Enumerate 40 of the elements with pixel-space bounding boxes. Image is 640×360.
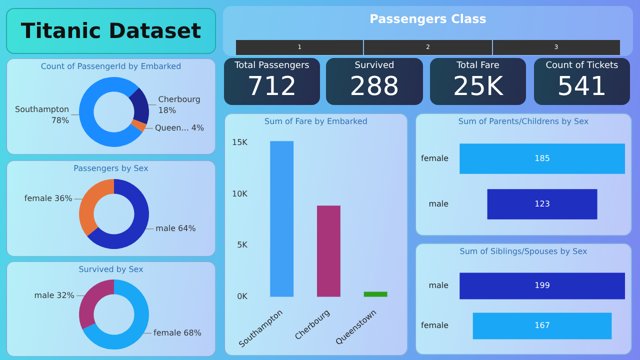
slice-label: male 64% [156, 224, 196, 233]
data-label: 123 [534, 199, 550, 208]
y-tick-label: 10K [232, 189, 248, 198]
bar [317, 206, 340, 297]
text: 25K [452, 72, 504, 102]
data-label: 199 [534, 281, 550, 290]
text: 712 [246, 72, 298, 102]
text: 541 [556, 72, 608, 102]
bar [364, 292, 388, 297]
slice-label: male 32% [34, 290, 75, 300]
data-label: 167 [534, 321, 550, 330]
y-tick-label: 15K [232, 138, 248, 148]
text: Sum of Siblings/Spouses by Sex [458, 247, 588, 256]
category-label: female [421, 321, 449, 330]
text: Passengers Class [368, 12, 488, 26]
chart-title: Survived by Sex [78, 265, 144, 274]
text: Sum of Parents/Childrens by Sex [457, 117, 590, 126]
chart-title: Count of PassengerId by Embarked [40, 62, 182, 71]
slice-label: female 36% [24, 194, 73, 204]
category-label: female [421, 154, 449, 163]
chart-title: Sum of Fare by Embarked [264, 117, 368, 126]
text: Titanic Dataset [6, 8, 216, 54]
text: Count of Tickets [544, 61, 620, 71]
y-tick-label: 5K [237, 240, 248, 250]
data-label: 78% [51, 116, 70, 125]
bar [270, 141, 294, 297]
slice-label: female 68% [154, 328, 202, 338]
category-label: male [428, 281, 449, 290]
text: Total Passengers [234, 61, 310, 71]
slice-label: Southampton [14, 104, 70, 114]
data-label: 18% [158, 106, 176, 115]
text: Total Fare [456, 61, 500, 71]
text: 288 [348, 72, 400, 102]
text: Survived [354, 61, 396, 71]
category-label: male [428, 199, 449, 208]
chart-title: Passengers by Sex [72, 164, 150, 173]
y-tick-label: 0K [237, 292, 248, 301]
slice-label: Queen... 4% [154, 123, 205, 132]
data-label: 185 [534, 154, 550, 163]
slice-label: Cherbourg [158, 94, 200, 104]
